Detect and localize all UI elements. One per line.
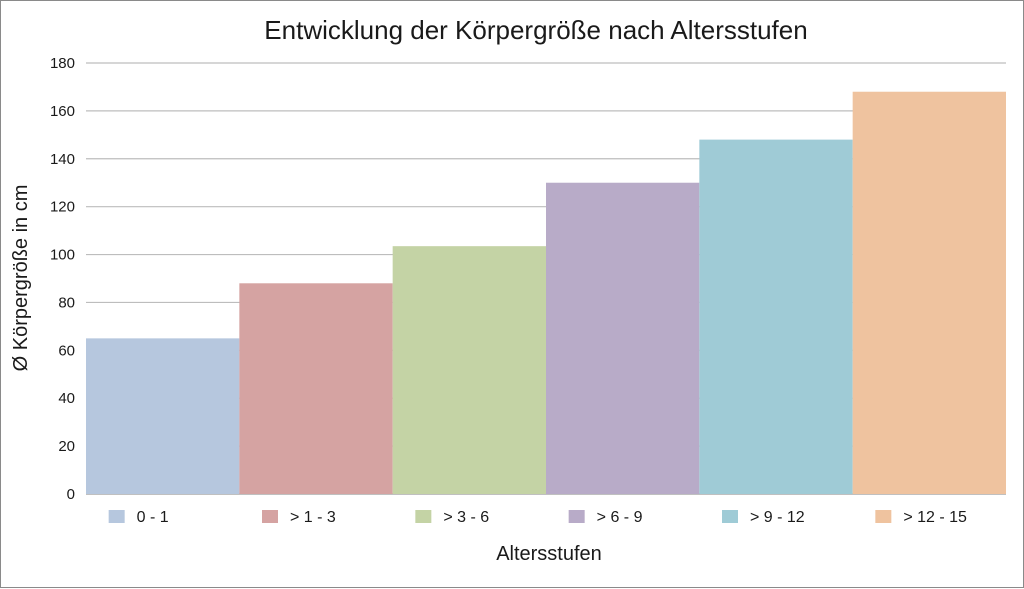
chart-title: Entwicklung der Körpergröße nach Alterss… (264, 15, 807, 45)
y-tick-label: 20 (58, 438, 75, 455)
legend-swatch (722, 510, 738, 523)
y-tick-label: 160 (50, 103, 75, 120)
legend-swatch (108, 510, 125, 523)
bar (239, 283, 393, 494)
bar (546, 182, 700, 494)
legend-swatch (415, 510, 432, 523)
x-axis-label: Altersstufen (496, 543, 602, 565)
y-tick-label: 0 (67, 486, 75, 503)
bar (852, 91, 1006, 494)
y-tick-label: 40 (58, 390, 75, 407)
legend-label: 0 - 1 (137, 509, 169, 526)
bar (86, 338, 240, 494)
legend: 0 - 1 > 1 - 3 > 3 - 6 > 6 - 9 > 9 - 12 > 12 -… (108, 509, 967, 526)
legend-swatch (262, 510, 278, 523)
y-tick-label: 100 (50, 247, 75, 264)
y-tick-label: 60 (58, 342, 75, 359)
legend-label: > 6 - 9 (597, 509, 643, 526)
legend-swatch (875, 510, 892, 523)
bars (86, 91, 1006, 494)
legend-swatch (568, 510, 585, 523)
legend-label: > 9 - 12 (750, 509, 805, 526)
y-axis-ticks: 0 20 40 60 80 100 120 140 160 180 (50, 55, 75, 503)
y-tick-label: 120 (50, 199, 75, 216)
legend-label: > 12 - 15 (903, 509, 967, 526)
legend-label: > 1 - 3 (290, 509, 336, 526)
legend-label: > 3 - 6 (443, 509, 489, 526)
y-tick-label: 140 (50, 151, 75, 168)
y-tick-label: 80 (58, 294, 75, 311)
y-tick-label: 180 (50, 55, 75, 72)
bar (699, 139, 853, 494)
bar (392, 246, 546, 494)
y-axis-label: Ø Körpergröße in cm (10, 185, 32, 372)
